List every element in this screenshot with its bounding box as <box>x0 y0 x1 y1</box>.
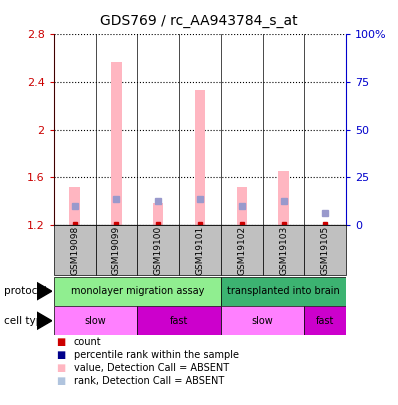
Polygon shape <box>37 312 52 330</box>
Text: GDS769 / rc_AA943784_s_at: GDS769 / rc_AA943784_s_at <box>100 14 298 28</box>
Bar <box>153 203 164 225</box>
Bar <box>278 171 289 225</box>
Text: rank, Detection Call = ABSENT: rank, Detection Call = ABSENT <box>74 376 224 386</box>
Bar <box>96 225 137 275</box>
Text: fast: fast <box>170 316 188 326</box>
Text: ■: ■ <box>56 376 65 386</box>
Bar <box>54 225 96 275</box>
Text: ■: ■ <box>56 350 65 360</box>
Text: fast: fast <box>316 316 335 326</box>
Bar <box>263 225 304 275</box>
Bar <box>111 62 122 225</box>
Bar <box>69 187 80 225</box>
Bar <box>54 306 137 335</box>
Bar <box>304 306 346 335</box>
Text: GSM19103: GSM19103 <box>279 226 288 275</box>
Text: count: count <box>74 337 101 347</box>
Text: ■: ■ <box>56 363 65 373</box>
Text: slow: slow <box>85 316 106 326</box>
Bar <box>221 306 304 335</box>
Bar <box>304 225 346 275</box>
Bar <box>137 306 221 335</box>
Bar <box>236 187 247 225</box>
Bar <box>195 90 205 225</box>
Bar <box>54 277 221 306</box>
Bar <box>221 225 263 275</box>
Polygon shape <box>37 282 52 300</box>
Bar <box>137 225 179 275</box>
Bar <box>221 277 346 306</box>
Text: ■: ■ <box>56 337 65 347</box>
Text: monolayer migration assay: monolayer migration assay <box>70 286 204 296</box>
Bar <box>179 225 221 275</box>
Text: GSM19102: GSM19102 <box>237 226 246 275</box>
Text: GSM19105: GSM19105 <box>321 226 330 275</box>
Text: value, Detection Call = ABSENT: value, Detection Call = ABSENT <box>74 363 229 373</box>
Text: GSM19101: GSM19101 <box>195 226 205 275</box>
Text: GSM19098: GSM19098 <box>70 226 79 275</box>
Text: slow: slow <box>252 316 273 326</box>
Text: protocol: protocol <box>4 286 47 296</box>
Text: GSM19099: GSM19099 <box>112 226 121 275</box>
Text: GSM19100: GSM19100 <box>154 226 163 275</box>
Text: cell type: cell type <box>4 316 49 326</box>
Text: percentile rank within the sample: percentile rank within the sample <box>74 350 239 360</box>
Text: transplanted into brain: transplanted into brain <box>227 286 340 296</box>
